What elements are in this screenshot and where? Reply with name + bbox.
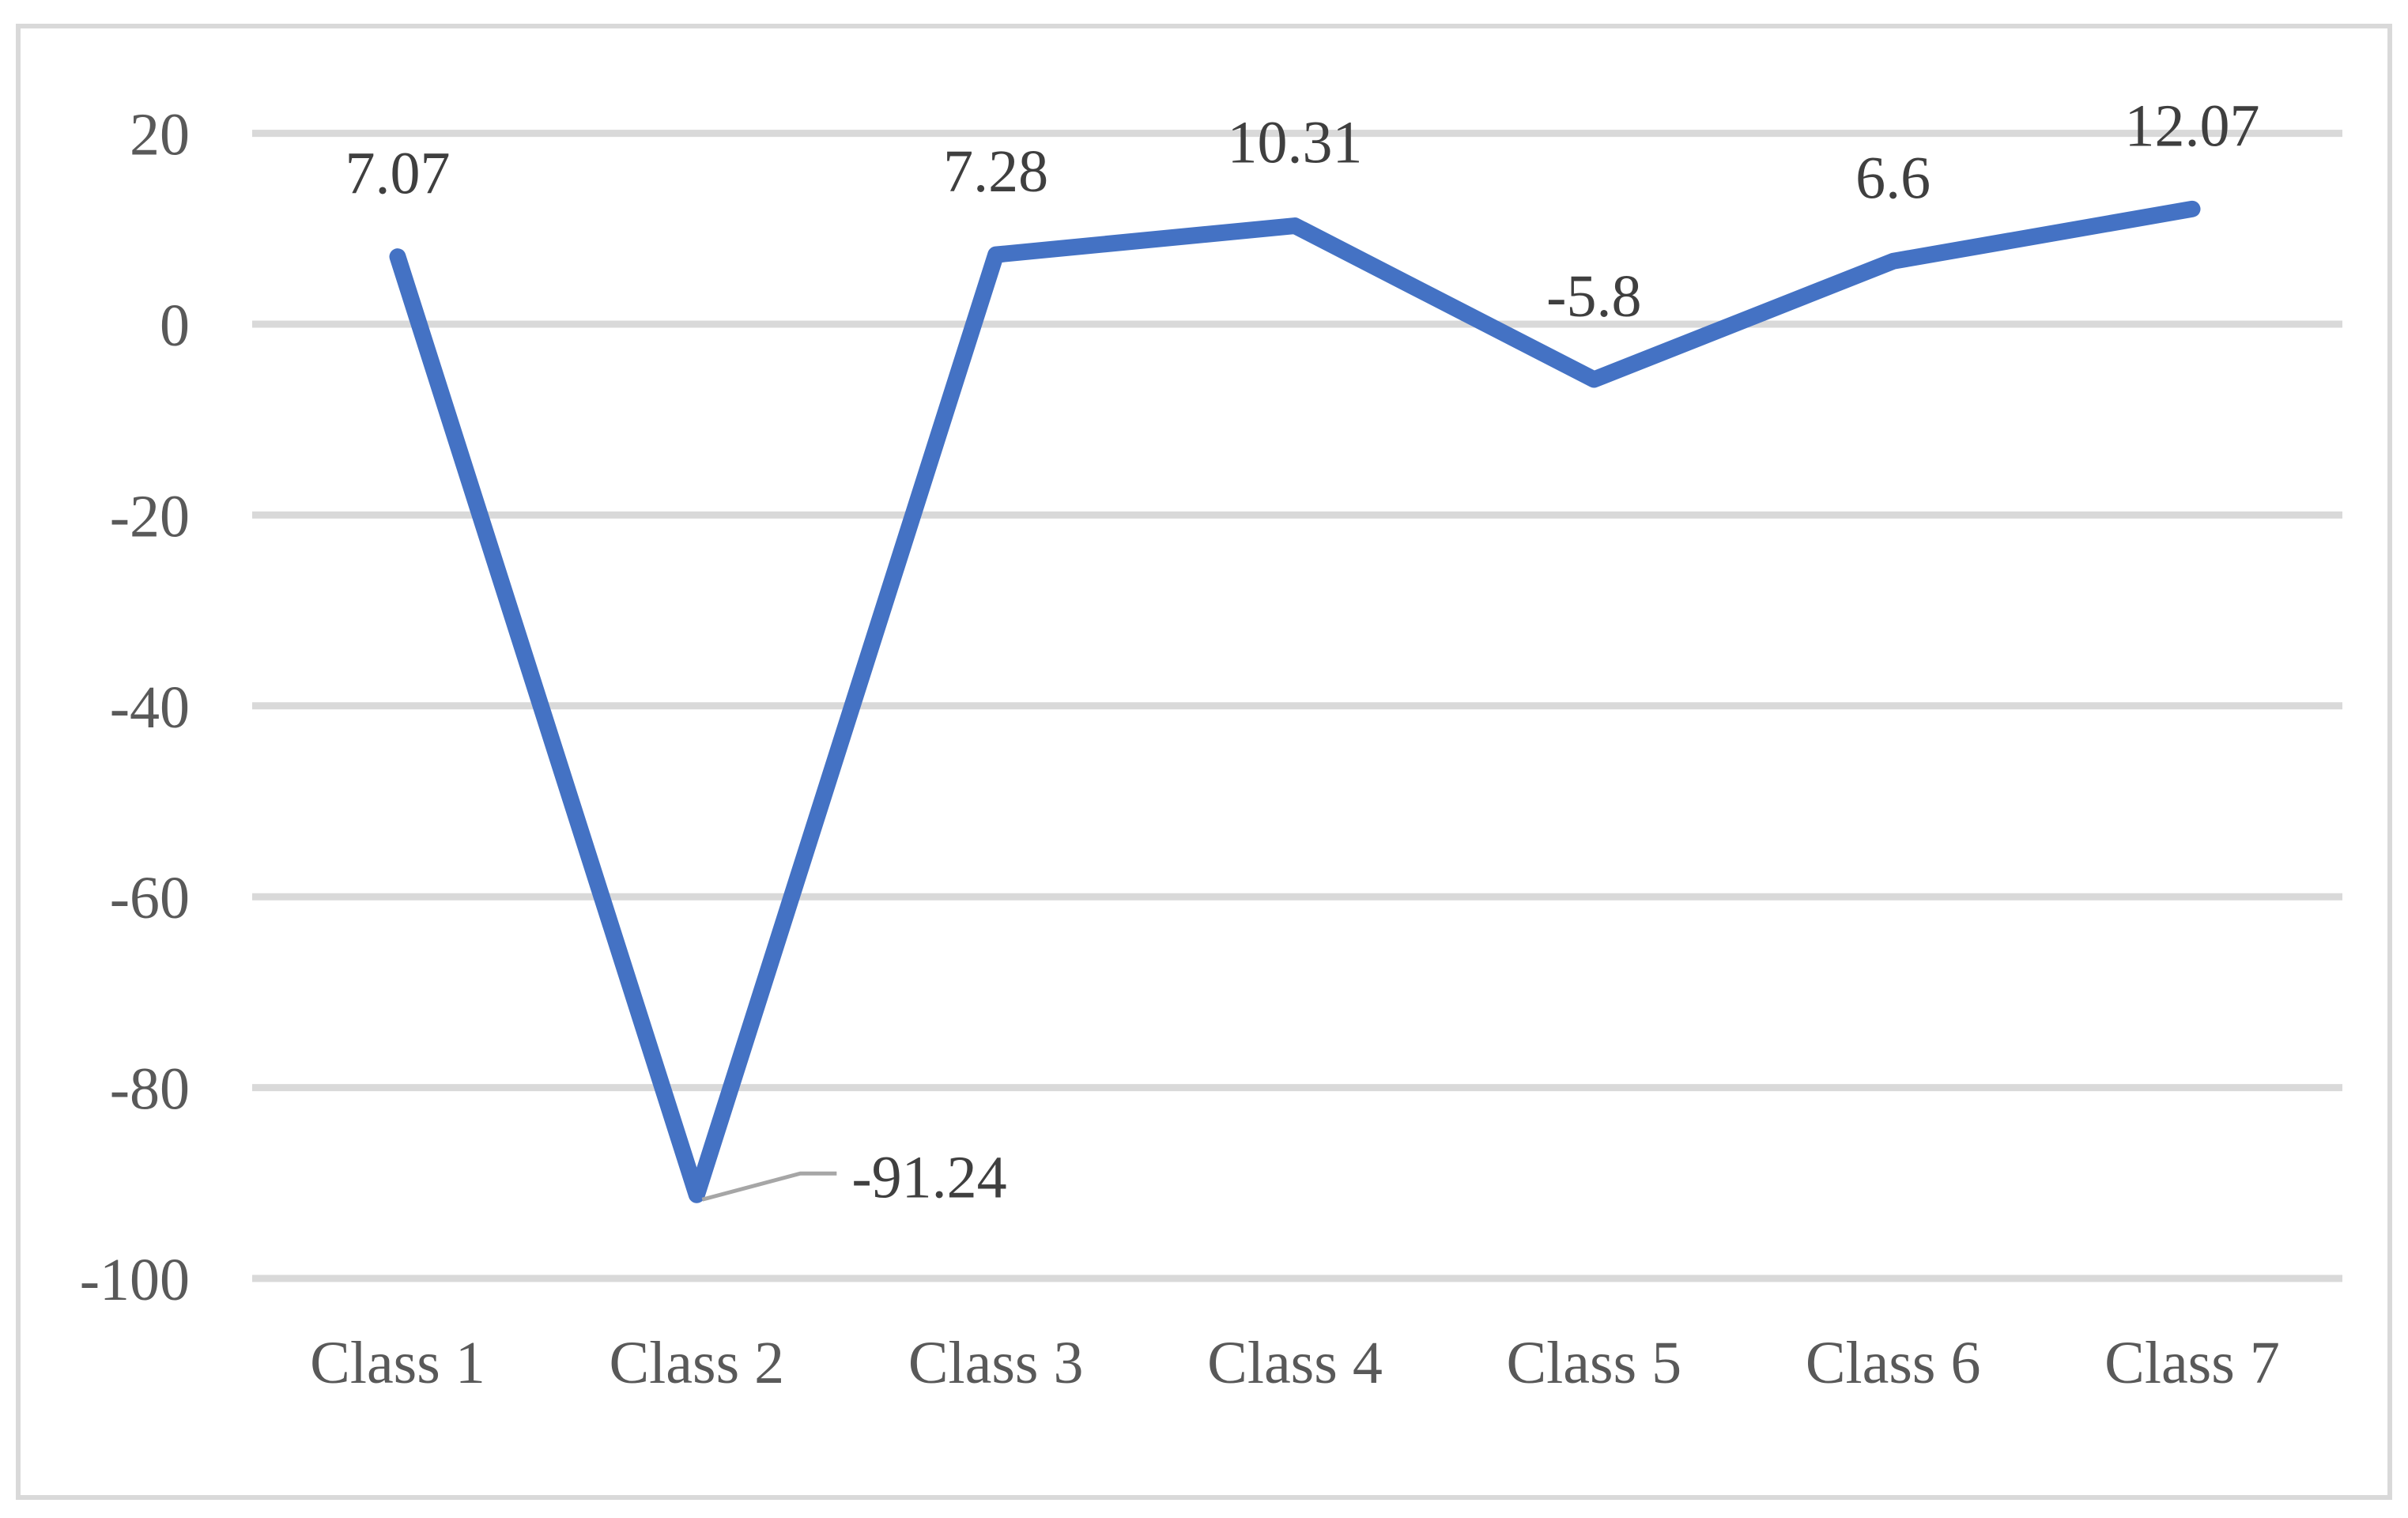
chart-border (16, 24, 2392, 1500)
series-polyline (389, 200, 2201, 1203)
data-label: 7.28 (943, 138, 1048, 205)
data-label: -5.8 (1546, 263, 1641, 330)
y-axis-tick-labels: 20 0 -20 -40 -60 -80 -100 (80, 102, 190, 1313)
data-label: -91.24 (851, 1144, 1006, 1210)
data-label-leader-line (701, 1171, 837, 1202)
data-label: 6.6 (1855, 145, 1931, 211)
y-tick-label: -100 (80, 1247, 190, 1313)
x-category-label: Class 7 (2104, 1330, 2280, 1396)
y-tick-label: 20 (130, 102, 190, 168)
y-tick-label: -60 (110, 865, 190, 931)
data-label: 12.07 (2124, 93, 2259, 159)
x-category-label: Class 4 (1207, 1330, 1383, 1396)
x-category-label: Class 3 (908, 1330, 1084, 1396)
x-category-label: Class 1 (310, 1330, 485, 1396)
y-tick-label: -20 (110, 483, 190, 549)
data-labels: 7.07 -91.24 7.28 10.31 -5.8 6.6 12.07 (345, 93, 2260, 1210)
x-category-label: Class 5 (1506, 1330, 1681, 1396)
data-label: 10.31 (1227, 110, 1362, 176)
data-label: 7.07 (345, 141, 451, 207)
y-tick-label: 0 (160, 293, 190, 359)
series-line (389, 200, 2201, 1203)
x-axis-category-labels: Class 1 Class 2 Class 3 Class 4 Class 5 Class… (310, 1330, 2280, 1396)
x-category-label: Class 2 (609, 1330, 784, 1396)
x-category-label: Class 6 (1806, 1330, 1981, 1396)
y-tick-label: -80 (110, 1056, 190, 1123)
y-tick-label: -40 (110, 674, 190, 741)
